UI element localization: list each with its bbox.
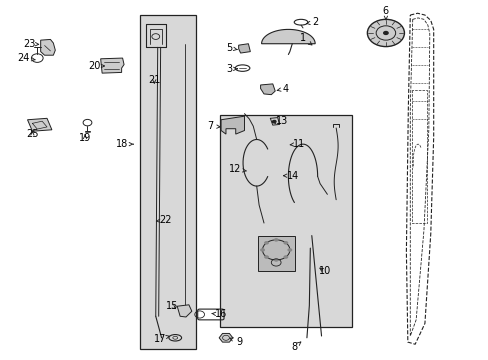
Text: 20: 20	[88, 61, 104, 71]
Polygon shape	[221, 116, 244, 134]
Circle shape	[287, 248, 292, 252]
Text: 17: 17	[153, 333, 169, 343]
Circle shape	[283, 241, 288, 245]
Text: 7: 7	[207, 121, 220, 131]
Polygon shape	[101, 58, 124, 73]
Circle shape	[264, 241, 268, 245]
Text: 11: 11	[289, 139, 305, 149]
Polygon shape	[219, 333, 232, 342]
Polygon shape	[41, 40, 55, 55]
Circle shape	[271, 120, 276, 123]
Circle shape	[264, 255, 268, 259]
Text: 8: 8	[291, 342, 300, 352]
Bar	[140, 15, 195, 348]
Text: 19: 19	[79, 133, 91, 143]
Polygon shape	[260, 84, 275, 95]
Text: 10: 10	[318, 266, 330, 276]
Polygon shape	[27, 118, 52, 131]
Text: 12: 12	[228, 164, 246, 174]
Circle shape	[260, 248, 264, 252]
Text: 6: 6	[382, 6, 388, 19]
Text: 1: 1	[299, 33, 311, 45]
Text: 3: 3	[225, 64, 237, 74]
Text: 25: 25	[26, 129, 39, 139]
Bar	[220, 116, 351, 327]
Text: 2: 2	[306, 17, 318, 27]
Polygon shape	[238, 44, 250, 53]
Text: 14: 14	[283, 171, 299, 181]
Text: 24: 24	[18, 53, 35, 63]
Circle shape	[382, 31, 388, 35]
Circle shape	[283, 255, 288, 259]
Text: 4: 4	[277, 84, 288, 94]
Text: 23: 23	[23, 39, 39, 49]
Text: 15: 15	[166, 301, 178, 311]
Text: 16: 16	[212, 310, 227, 319]
Polygon shape	[257, 236, 294, 271]
Text: 9: 9	[229, 337, 242, 347]
Polygon shape	[177, 305, 191, 317]
Text: 13: 13	[272, 116, 287, 126]
Circle shape	[273, 238, 278, 242]
Text: 22: 22	[156, 215, 171, 225]
Circle shape	[273, 258, 278, 262]
Circle shape	[366, 19, 404, 46]
Text: 5: 5	[225, 43, 237, 53]
Polygon shape	[261, 30, 315, 44]
Text: 18: 18	[115, 139, 133, 149]
Text: 21: 21	[148, 75, 160, 85]
